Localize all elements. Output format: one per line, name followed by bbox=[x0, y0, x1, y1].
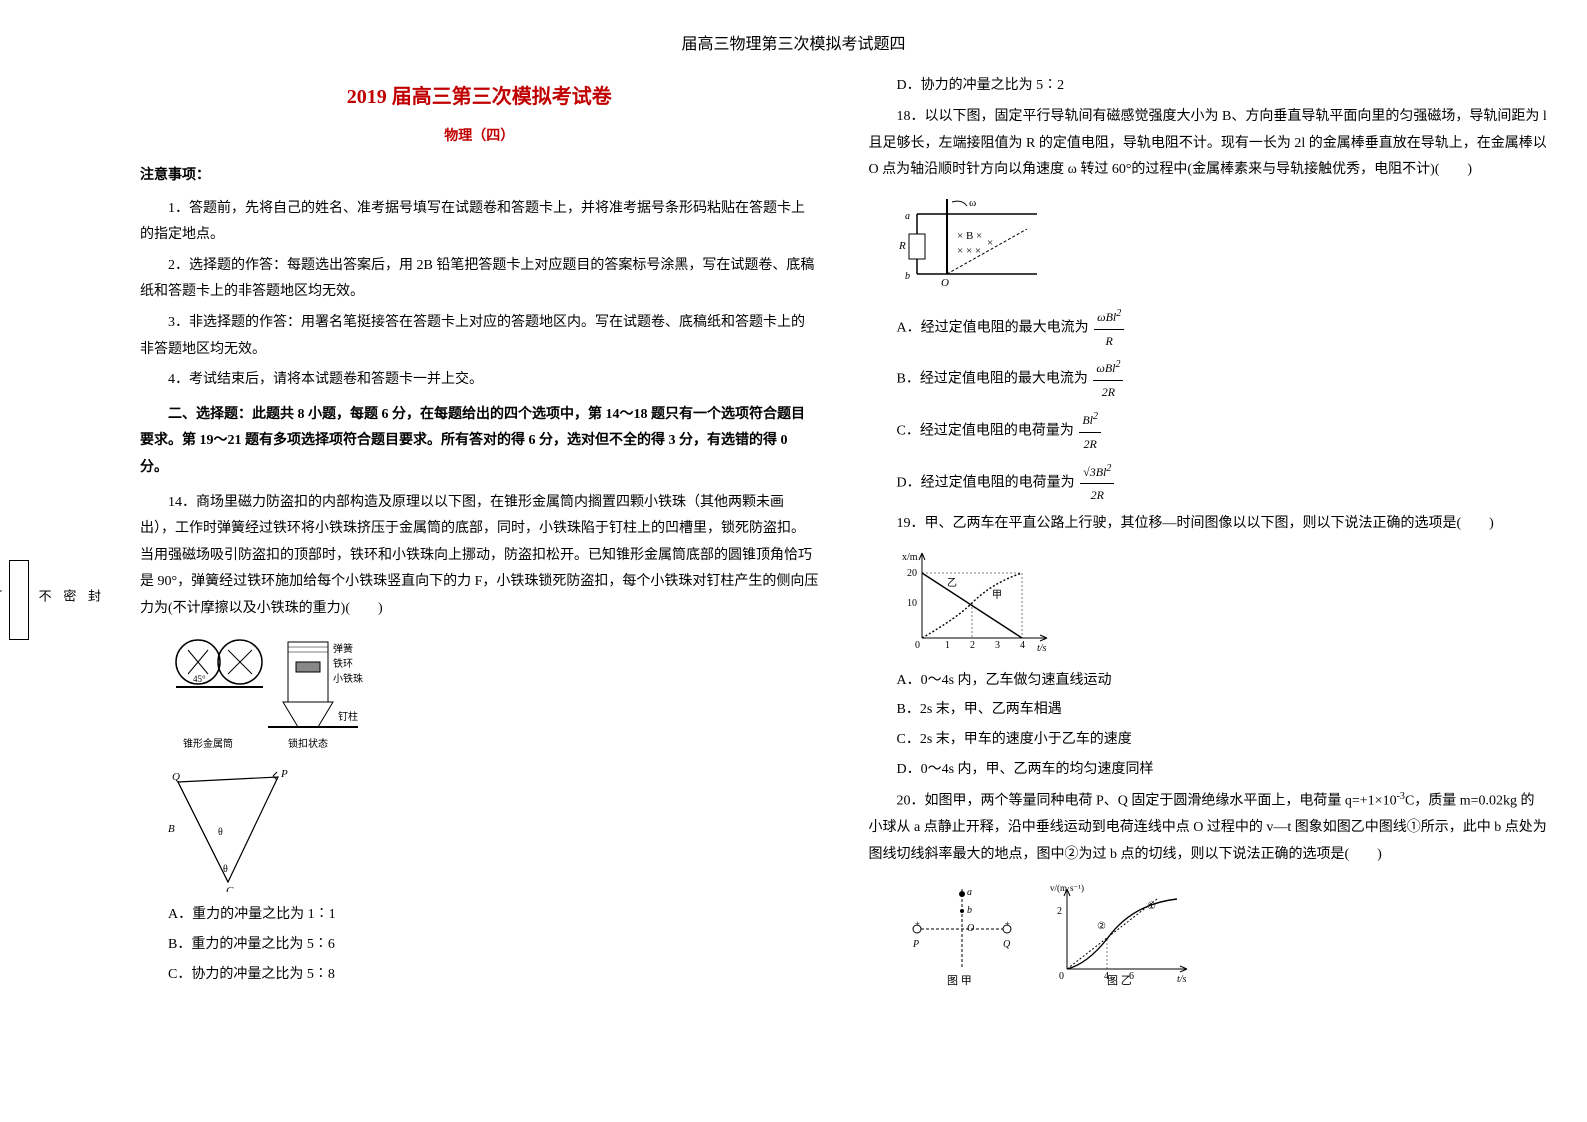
svg-text:4: 4 bbox=[1020, 640, 1025, 651]
content-columns: 2019 届高三第三次模拟考试卷 物理（四） 注意事项： 1．答题前，先将自己的… bbox=[140, 70, 1547, 998]
svg-text:× × ×: × × × bbox=[957, 245, 981, 257]
svg-text:锁扣状态: 锁扣状态 bbox=[288, 737, 328, 750]
margin-char: 订 bbox=[0, 589, 6, 612]
question-18-text: 18．以以下图，固定平行导轨间有磁感觉强度大小为 B、方向垂直导轨平面向里的匀强… bbox=[869, 104, 1548, 184]
svg-text:θ: θ bbox=[218, 827, 223, 838]
exam-main-title: 2019 届高三第三次模拟考试卷 bbox=[140, 78, 819, 116]
svg-text:+: + bbox=[1005, 919, 1010, 929]
q19-option-a: A．0～4s 内，乙车做匀速直线运动 bbox=[897, 668, 1548, 695]
svg-text:t/s: t/s bbox=[1037, 643, 1047, 654]
figure-q18-circuit: R O ω × B × × × × × a b bbox=[897, 194, 1548, 294]
q18-option-b: B．经过定值电阻的最大电流为 ωBl22R bbox=[897, 355, 1548, 404]
q19-option-d: D．0～4s 内，甲、乙两车的均匀速度同样 bbox=[897, 757, 1548, 784]
option-c: C．协力的冲量之比为 5∶8 bbox=[168, 962, 819, 989]
svg-text:v/(m·s⁻¹): v/(m·s⁻¹) bbox=[1050, 883, 1084, 893]
svg-text:铁环: 铁环 bbox=[333, 657, 353, 670]
section-header: 二、选择题：此题共 8 小题，每题 6 分，在每题给出的四个选项中，第 14～1… bbox=[140, 402, 819, 482]
page-header: 届高三物理第三次模拟考试题四 bbox=[40, 30, 1547, 60]
svg-text:x/m: x/m bbox=[902, 552, 918, 563]
svg-text:B: B bbox=[168, 823, 175, 835]
svg-text:甲: 甲 bbox=[992, 590, 1002, 601]
option-d: D．协力的冲量之比为 5∶2 bbox=[897, 73, 1548, 100]
notice-item: 4．考试结束后，请将本试题卷和答题卡一并上交。 bbox=[140, 367, 819, 394]
svg-text:图 乙: 图 乙 bbox=[1107, 974, 1132, 987]
svg-text:锥形金属筒: 锥形金属筒 bbox=[183, 737, 233, 750]
margin-char: 密 bbox=[56, 589, 81, 612]
question-19-text: 19．甲、乙两车在平直公路上行驶，其位移—时间图像以以下图，则以下说法正确的选项… bbox=[869, 511, 1548, 538]
svg-text:小铁珠: 小铁珠 bbox=[333, 672, 363, 685]
notice-item: 3．非选择题的作答：用署名笔挺接答在答题卡上对应的答题地区内。写在试题卷、底稿纸… bbox=[140, 310, 819, 363]
svg-text:θ: θ bbox=[223, 864, 228, 875]
svg-text:R: R bbox=[898, 240, 906, 252]
svg-text:×: × bbox=[987, 237, 993, 249]
margin-char: 不 bbox=[31, 589, 56, 612]
svg-text:1: 1 bbox=[945, 640, 950, 651]
svg-text:O: O bbox=[967, 923, 974, 934]
q18-option-d: D．经过定值电阻的电荷量为 √3Bl22R bbox=[897, 459, 1548, 508]
right-column: D．协力的冲量之比为 5∶2 18．以以下图，固定平行导轨间有磁感觉强度大小为 … bbox=[869, 70, 1548, 998]
option-b: B．重力的冲量之比为 5∶6 bbox=[168, 932, 819, 959]
svg-text:P: P bbox=[280, 768, 288, 780]
margin-char: 封 bbox=[80, 589, 105, 612]
svg-text:2: 2 bbox=[1057, 906, 1062, 917]
q18-option-c: C．经过定值电阻的电荷量为 Bl22R bbox=[897, 407, 1548, 456]
figure-q19-graph: x/m t/s 20 10 0 1 2 3 4 乙 甲 bbox=[897, 548, 1548, 658]
binding-margin: 封 密 不 订 装 只 卷 此 班级姓名准考据号考场号座位号 bbox=[45, 150, 105, 1050]
figure-q14-device: 45° 弹簧 铁环 小铁珠 钉柱 锥形金属筒 锁扣状态 bbox=[168, 632, 819, 752]
svg-text:O: O bbox=[941, 277, 949, 289]
q19-option-b: B．2s 末，甲、乙两车相遇 bbox=[897, 697, 1548, 724]
svg-text:20: 20 bbox=[907, 568, 917, 579]
question-20-text: 20．如图甲，两个等量同种电荷 P、Q 固定于圆滑绝缘水平面上，电荷量 q=+1… bbox=[869, 787, 1548, 868]
svg-text:45°: 45° bbox=[193, 674, 206, 684]
svg-text:Q: Q bbox=[172, 771, 180, 783]
notice-item: 2．选择题的作答：每题选出答案后，用 2B 铅笔把答题卡上对应题目的答案标号涂黑… bbox=[140, 253, 819, 306]
svg-text:乙: 乙 bbox=[947, 577, 957, 589]
svg-text:+: + bbox=[915, 919, 920, 929]
svg-text:ω: ω bbox=[969, 197, 976, 209]
svg-text:× B ×: × B × bbox=[957, 230, 982, 242]
option-a: A．重力的冲量之比为 1∶1 bbox=[168, 902, 819, 929]
svg-text:2: 2 bbox=[970, 640, 975, 651]
svg-text:10: 10 bbox=[907, 598, 917, 609]
svg-text:P: P bbox=[912, 939, 919, 950]
svg-text:Q: Q bbox=[1003, 939, 1011, 950]
question-14-text: 14．商场里磁力防盗扣的内部构造及原理以以下图，在锥形金属筒内搁置四颗小铁珠（其… bbox=[140, 490, 819, 623]
svg-text:t/s: t/s bbox=[1177, 974, 1187, 985]
notice-item: 1．答题前，先将自己的姓名、准考据号填写在试题卷和答题卡上，并将准考据号条形码粘… bbox=[140, 196, 819, 249]
figure-q17-triangle: Q P B C θ θ bbox=[168, 762, 819, 892]
seat-number-grid bbox=[6, 555, 31, 645]
svg-text:弹簧: 弹簧 bbox=[333, 642, 353, 655]
left-column: 2019 届高三第三次模拟考试卷 物理（四） 注意事项： 1．答题前，先将自己的… bbox=[140, 70, 819, 998]
svg-text:②: ② bbox=[1097, 921, 1106, 932]
svg-text:0: 0 bbox=[1059, 971, 1064, 982]
svg-text:C: C bbox=[226, 885, 234, 892]
svg-text:钉柱: 钉柱 bbox=[338, 710, 358, 723]
svg-text:b: b bbox=[905, 271, 910, 282]
exam-sub-title: 物理（四） bbox=[140, 124, 819, 151]
svg-text:a: a bbox=[905, 211, 910, 222]
q18-option-a: A．经过定值电阻的最大电流为 ωBl2R bbox=[897, 304, 1548, 353]
svg-text:①: ① bbox=[1147, 901, 1156, 912]
svg-text:0: 0 bbox=[915, 640, 920, 651]
svg-text:b: b bbox=[967, 905, 972, 916]
notice-heading: 注意事项： bbox=[140, 163, 819, 190]
figure-q20-graphs: P + Q + a b O 图 甲 v/(m·s⁻¹) t/s bbox=[897, 879, 1548, 989]
q19-option-c: C．2s 末，甲车的速度小于乙车的速度 bbox=[897, 727, 1548, 754]
svg-text:图 甲: 图 甲 bbox=[947, 974, 972, 987]
svg-text:3: 3 bbox=[995, 640, 1000, 651]
svg-text:a: a bbox=[967, 887, 972, 898]
